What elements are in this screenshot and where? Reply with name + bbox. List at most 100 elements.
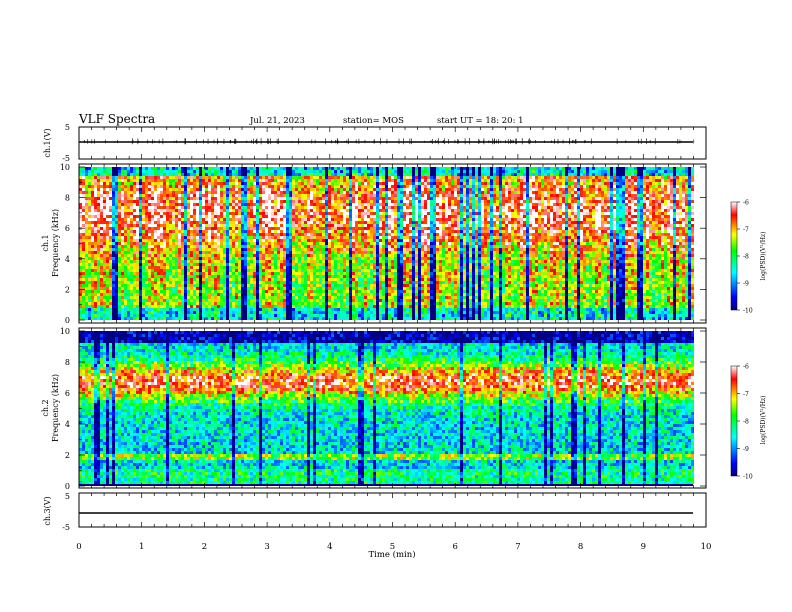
spectrogram-cell [235, 278, 238, 281]
spectrogram-cell [337, 194, 340, 197]
spectrogram-cell [196, 206, 199, 209]
spectrogram-cell [346, 314, 349, 317]
spectrogram-cell [127, 314, 130, 317]
spectrogram-cell [226, 167, 229, 170]
spectrogram-cell [313, 311, 316, 314]
spectrogram-cell [82, 290, 85, 293]
spectrogram-cell [316, 236, 319, 239]
spectrogram-cell [136, 245, 139, 248]
spectrogram-cell [325, 275, 328, 278]
spectrogram-cell [103, 170, 106, 173]
spectrogram-cell [145, 218, 148, 221]
spectrogram-cell [244, 314, 247, 317]
spectrogram-cell [217, 212, 220, 215]
spectrogram-cell [199, 260, 202, 263]
spectrogram-cell [160, 191, 163, 194]
spectrogram-cell [298, 167, 301, 170]
spectrogram-cell [109, 173, 112, 176]
spectrogram-cell [322, 188, 325, 191]
spectrogram-cell [223, 251, 226, 254]
spectrogram-cell [253, 185, 256, 188]
spectrogram-cell [229, 278, 232, 281]
spectrogram-cell [121, 263, 124, 266]
spectrogram-cell [220, 215, 223, 218]
spectrogram-cell [265, 290, 268, 293]
spectrogram-cell [244, 233, 247, 236]
spectrogram-cell [157, 170, 160, 173]
spectrogram-cell [310, 185, 313, 188]
spectrogram-cell [106, 293, 109, 296]
spectrogram-cell [256, 269, 259, 272]
spectrogram-cell [295, 242, 298, 245]
spectrogram-cell [340, 248, 343, 251]
spectrogram-cell [205, 221, 208, 224]
spectrogram-cell [85, 203, 88, 206]
spectrogram-cell [229, 242, 232, 245]
spectrogram-cell [346, 269, 349, 272]
spectrogram-cell [163, 314, 166, 317]
spectrogram-cell [163, 212, 166, 215]
spectrogram-cell [133, 212, 136, 215]
spectrogram-cell [184, 170, 187, 173]
spectrogram-cell [190, 233, 193, 236]
spectrogram-cell [310, 248, 313, 251]
spectrogram-cell [322, 185, 325, 188]
spectrogram-cell [205, 296, 208, 299]
spectrogram-cell [253, 236, 256, 239]
spectrogram-cell [274, 302, 277, 305]
spectrogram-cell [226, 281, 229, 284]
spectrogram-cell [193, 230, 196, 233]
spectrogram-cell [142, 215, 145, 218]
spectrogram-cell [148, 269, 151, 272]
spectrogram-cell [325, 233, 328, 236]
spectrogram-cell [253, 317, 256, 320]
spectrogram-cell [163, 188, 166, 191]
spectrogram-cell [160, 314, 163, 317]
spectrogram-cell [199, 302, 202, 305]
spectrogram-cell [262, 284, 265, 287]
spectrogram-cell [271, 302, 274, 305]
spectrogram-cell [82, 167, 85, 170]
spectrogram-cell [277, 197, 280, 200]
spectrogram-cell [283, 236, 286, 239]
spectrogram-cell [289, 182, 292, 185]
spectrogram-cell [271, 317, 274, 320]
spectrogram-cell [199, 257, 202, 260]
spectrogram-cell [241, 230, 244, 233]
spectrogram-cell [106, 299, 109, 302]
spectrogram-cell [88, 203, 91, 206]
spectrogram-cell [247, 197, 250, 200]
spectrogram-cell [358, 302, 361, 305]
spectrogram-cell [208, 242, 211, 245]
spectrogram-cell [292, 272, 295, 275]
spectrogram-cell [187, 305, 190, 308]
spectrogram-cell [247, 176, 250, 179]
spectrogram-cell [124, 203, 127, 206]
spectrogram-cell [283, 272, 286, 275]
spectrogram-cell [136, 215, 139, 218]
spectrogram-cell [196, 284, 199, 287]
spectrogram-cell [145, 290, 148, 293]
spectrogram-cell [94, 200, 97, 203]
spectrogram-cell [307, 227, 310, 230]
spectrogram-cell [97, 305, 100, 308]
spectrogram-cell [322, 317, 325, 320]
spectrogram-cell [130, 269, 133, 272]
spectrogram-cell [94, 218, 97, 221]
spectrogram-cell [166, 233, 169, 236]
spectrogram-cell [247, 305, 250, 308]
spectrogram-cell [184, 245, 187, 248]
spectrogram-cell [193, 251, 196, 254]
spectrogram-cell [352, 167, 355, 170]
spectrogram-cell [187, 260, 190, 263]
spectrogram-cell [265, 287, 268, 290]
spectrogram-cell [358, 263, 361, 266]
spectrogram-cell [250, 182, 253, 185]
spectrogram-cell [115, 293, 118, 296]
spectrogram-cell [169, 185, 172, 188]
spectrogram-cell [214, 230, 217, 233]
spectrogram-cell [124, 206, 127, 209]
spectrogram-cell [148, 260, 151, 263]
spectrogram-cell [337, 236, 340, 239]
spectrogram-cell [250, 233, 253, 236]
